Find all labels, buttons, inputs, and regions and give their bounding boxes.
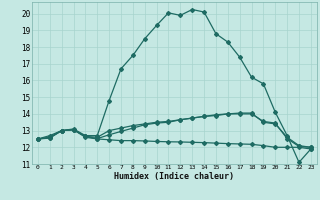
- X-axis label: Humidex (Indice chaleur): Humidex (Indice chaleur): [115, 172, 234, 181]
